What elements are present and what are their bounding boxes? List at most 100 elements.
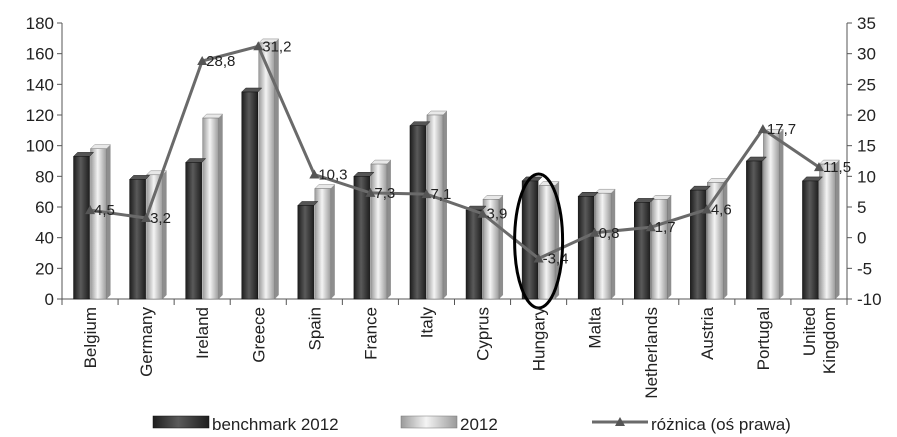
y-left-tick-label: 160 <box>26 45 54 64</box>
difference-marker <box>701 204 712 214</box>
bar-2012 <box>314 188 332 300</box>
y-right-tick-label: 35 <box>857 14 876 33</box>
legend-swatch-benchmark <box>152 415 210 429</box>
difference-marker <box>197 56 208 66</box>
bar-2012-side <box>330 184 335 299</box>
legend-marker-difference <box>615 417 625 426</box>
category-label: Greece <box>249 307 268 363</box>
bar-2012-side <box>499 195 504 299</box>
bar-2012 <box>651 199 668 300</box>
y-right-tick-label: 20 <box>857 106 876 125</box>
category-label-text: Ireland <box>193 307 212 359</box>
bar-benchmark-2012 <box>634 202 651 300</box>
bar-2012 <box>763 133 780 300</box>
bar-2012-side <box>835 160 840 299</box>
difference-data-label: 28,8 <box>206 53 235 70</box>
difference-marker <box>589 227 600 237</box>
difference-marker <box>309 169 320 179</box>
difference-marker <box>477 208 488 218</box>
y-left-tick-label: 80 <box>35 167 54 186</box>
bar-benchmark-2012 <box>129 179 146 300</box>
difference-data-label: 11,5 <box>823 159 851 176</box>
bar-2012-side <box>723 178 728 299</box>
difference-marker <box>421 189 432 199</box>
difference-marker <box>85 205 96 215</box>
y-left-tick-label: 0 <box>45 290 54 309</box>
y-right-tick-label: 0 <box>857 229 866 248</box>
bar-2012 <box>90 148 107 300</box>
difference-data-label: -3,4 <box>543 251 569 268</box>
category-label-text: Germany <box>137 307 156 377</box>
category-label-text: Greece <box>249 307 268 363</box>
bar-2012-side <box>106 144 111 299</box>
category-label: United Kingdom <box>800 307 839 374</box>
category-label: Spain <box>305 307 324 350</box>
difference-data-label: 7,3 <box>374 185 395 202</box>
y-left-tick-label: 120 <box>26 106 54 125</box>
bar-2012 <box>594 192 612 300</box>
y-right-tick-label: 5 <box>857 198 866 217</box>
difference-marker <box>645 222 656 232</box>
category-label: France <box>361 307 380 360</box>
bar-benchmark-2012 <box>185 162 202 300</box>
category-label: Malta <box>586 306 605 348</box>
category-label: Germany <box>137 307 156 377</box>
difference-data-label: 3,2 <box>150 210 171 227</box>
category-label: Portugal <box>754 307 773 370</box>
bars-group <box>72 38 841 300</box>
difference-data-label: 4,5 <box>94 202 115 219</box>
bar-2012-side <box>442 111 447 299</box>
category-label: Belgium <box>81 307 100 368</box>
bar-2012-side <box>611 189 616 299</box>
y-right-tick-label: 25 <box>857 75 876 94</box>
category-label: Hungary <box>530 307 549 372</box>
bar-2012 <box>202 117 219 300</box>
bar-benchmark-2012 <box>297 205 315 300</box>
difference-data-label: 1,7 <box>655 219 676 236</box>
difference-marker <box>757 124 768 134</box>
legend: benchmark 2012 2012 różnica (oś prawa) <box>152 415 791 434</box>
category-label-text: Netherlands <box>642 307 661 399</box>
bar-2012-side <box>218 114 223 299</box>
bar-benchmark-2012 <box>746 160 763 300</box>
y-right-tick-label: 30 <box>857 45 876 64</box>
bar-benchmark-2012 <box>465 209 483 300</box>
axes-group: 0 20 40 60 80 100 120 140 160 180 -10 -5 0 5 10 15 20 25 3… <box>26 14 882 309</box>
difference-marker <box>253 41 264 51</box>
bar-2012 <box>538 185 556 300</box>
category-label-text: Belgium <box>81 307 100 368</box>
legend-swatch-2012 <box>400 415 458 429</box>
bar-benchmark-2012 <box>73 156 90 300</box>
bar-benchmark-2012 <box>802 180 819 300</box>
y-right-tick-label: 15 <box>857 137 876 156</box>
bar-2012 <box>819 163 836 300</box>
category-label: Netherlands <box>642 307 661 399</box>
category-label-text: Hungary <box>530 307 549 372</box>
category-label-text: Kingdom <box>820 307 839 374</box>
bar-benchmark-2012 <box>690 189 707 300</box>
y-left-tick-label: 100 <box>26 137 54 156</box>
bar-2012 <box>707 182 724 300</box>
bar-2012 <box>258 42 275 300</box>
difference-data-label: 10,3 <box>318 166 347 183</box>
difference-data-label: 4,6 <box>711 201 732 218</box>
category-label-text: Austria <box>698 306 717 359</box>
category-label-text: Malta <box>586 306 605 348</box>
legend-label-difference: różnica (oś prawa) <box>651 415 791 434</box>
y-left-tick-label: 20 <box>35 259 54 278</box>
bar-2012-side <box>386 160 391 299</box>
y-right-tick-label: -5 <box>857 259 872 278</box>
difference-marker <box>813 162 824 172</box>
highlight-ellipse <box>513 172 565 310</box>
bar-2012-side <box>779 129 784 299</box>
bar-benchmark-2012 <box>577 196 595 300</box>
bar-benchmark-2012 <box>409 125 427 300</box>
category-label-text: France <box>361 307 380 360</box>
legend-label-2012: 2012 <box>460 415 498 434</box>
difference-data-label: 17,7 <box>767 121 796 138</box>
difference-data-label: 7,1 <box>430 186 451 203</box>
legend-label-benchmark: benchmark 2012 <box>212 415 339 434</box>
category-labels-group: Belgium Germany Ireland Greece Spain France It… <box>81 306 839 398</box>
